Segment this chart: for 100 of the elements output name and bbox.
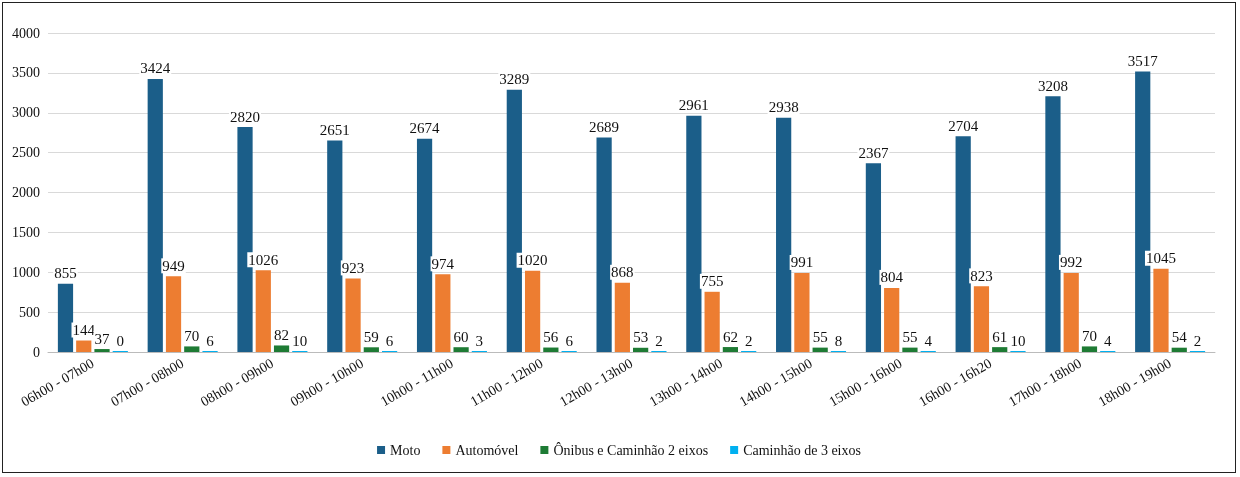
bar: [812, 347, 828, 352]
bar: [363, 347, 379, 352]
data-label: 823: [970, 267, 993, 284]
bar: [614, 282, 630, 352]
y-tick-label: 4000: [12, 25, 40, 41]
bar: [273, 345, 290, 352]
data-label: 0: [116, 332, 125, 349]
bar: [955, 136, 971, 352]
bar: [345, 278, 361, 352]
data-label: 4: [1104, 332, 1112, 349]
data-label: 2689: [589, 119, 620, 136]
data-label: 2674: [409, 120, 441, 137]
bar: [327, 140, 343, 352]
data-label: 62: [722, 328, 738, 345]
bar: [902, 347, 918, 352]
data-label: 3208: [1037, 77, 1068, 94]
bar: [435, 274, 451, 352]
bar: [76, 340, 92, 352]
bar: [686, 115, 702, 352]
bar: [1153, 268, 1169, 352]
data-label: 991: [790, 254, 814, 271]
bar: [1045, 96, 1061, 352]
data-label: 2651: [319, 122, 350, 139]
data-label: 6: [385, 332, 394, 349]
bar: [416, 138, 433, 352]
bar: [165, 276, 182, 352]
data-label: 2367: [858, 144, 889, 161]
bar: [524, 270, 541, 352]
bar: [94, 349, 110, 352]
data-label: 974: [431, 255, 455, 272]
data-label: 1026: [248, 251, 279, 268]
bar: [255, 270, 271, 352]
bar: [704, 291, 720, 352]
bar: [884, 287, 900, 352]
data-label: 37: [94, 330, 111, 347]
data-label: 55: [812, 329, 828, 346]
y-tick-label: 3500: [12, 65, 40, 81]
data-label: 1045: [1145, 250, 1176, 267]
legend-label: Caminhão de 3 eixos: [743, 442, 861, 458]
data-label: 755: [700, 273, 724, 290]
bar: [722, 347, 739, 352]
bar: [776, 117, 792, 352]
y-tick-label: 3000: [12, 105, 40, 121]
y-tick-label: 1500: [12, 224, 40, 240]
data-label: 2: [744, 332, 753, 349]
data-label: 60: [453, 328, 469, 345]
data-label: 2820: [230, 108, 261, 125]
data-label: 10: [292, 332, 308, 349]
data-label: 10: [1010, 332, 1026, 349]
data-label: 3517: [1127, 53, 1159, 70]
legend-label: Automóvel: [455, 442, 519, 458]
data-label: 53: [633, 329, 649, 346]
legend-label: Ônibus e Caminhão 2 eixos: [553, 441, 709, 458]
data-label: 6: [206, 332, 215, 349]
bar: [147, 78, 163, 352]
data-label: 3: [475, 332, 484, 349]
bar: [1171, 347, 1187, 352]
bar: [794, 272, 810, 352]
data-label: 923: [341, 259, 365, 276]
data-label: 54: [1171, 329, 1188, 346]
data-label: 868: [611, 264, 634, 281]
bar: [453, 347, 469, 352]
data-label: 804: [880, 269, 904, 286]
data-label: 2961: [678, 97, 709, 114]
data-label: 3289: [499, 71, 530, 88]
data-label: 144: [72, 322, 96, 339]
data-label: 61: [992, 328, 1008, 345]
data-label: 70: [1081, 327, 1097, 344]
data-label: 2938: [768, 99, 799, 116]
y-tick-label: 2500: [12, 145, 40, 161]
data-label: 949: [162, 257, 185, 274]
bar: [992, 347, 1008, 352]
legend-label: Moto: [390, 442, 421, 458]
data-label: 3424: [140, 60, 171, 77]
bar: [1063, 272, 1079, 352]
data-label: 6: [565, 332, 574, 349]
data-label: 855: [54, 265, 77, 282]
data-label: 2704: [948, 117, 979, 134]
bar: [596, 137, 612, 352]
y-tick-label: 0: [33, 344, 40, 360]
data-label: 55: [902, 329, 918, 346]
data-label: 2: [1193, 332, 1202, 349]
bar: [865, 163, 882, 352]
data-label: 2: [655, 332, 663, 349]
data-label: 59: [363, 328, 379, 345]
bar: [1081, 346, 1098, 352]
bar: [57, 283, 74, 352]
data-label: 992: [1059, 254, 1083, 271]
data-label: 8: [834, 332, 843, 349]
data-label: 4: [924, 332, 933, 349]
y-tick-label: 500: [19, 304, 40, 320]
y-tick-label: 1000: [12, 264, 40, 280]
bar: [633, 347, 649, 352]
bar: [973, 286, 990, 352]
bar: [184, 346, 200, 352]
y-tick-label: 2000: [12, 185, 40, 200]
data-label: 70: [184, 327, 200, 344]
data-label: 56: [543, 329, 559, 346]
data-label: 82: [274, 326, 290, 343]
data-label: 1020: [517, 252, 548, 269]
